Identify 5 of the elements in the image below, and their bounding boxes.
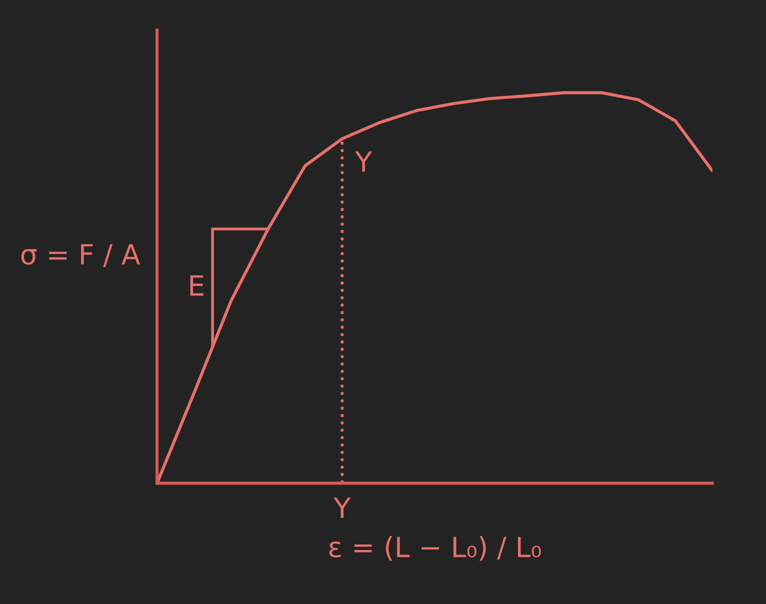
x-axis-title: ε = (L − L₀) / L₀ bbox=[329, 536, 541, 561]
annotation: Y bbox=[355, 151, 372, 172]
text: Y bbox=[334, 498, 351, 518]
y-axis-title: σ = F / A bbox=[21, 244, 140, 267]
annotation: E bbox=[190, 275, 204, 296]
